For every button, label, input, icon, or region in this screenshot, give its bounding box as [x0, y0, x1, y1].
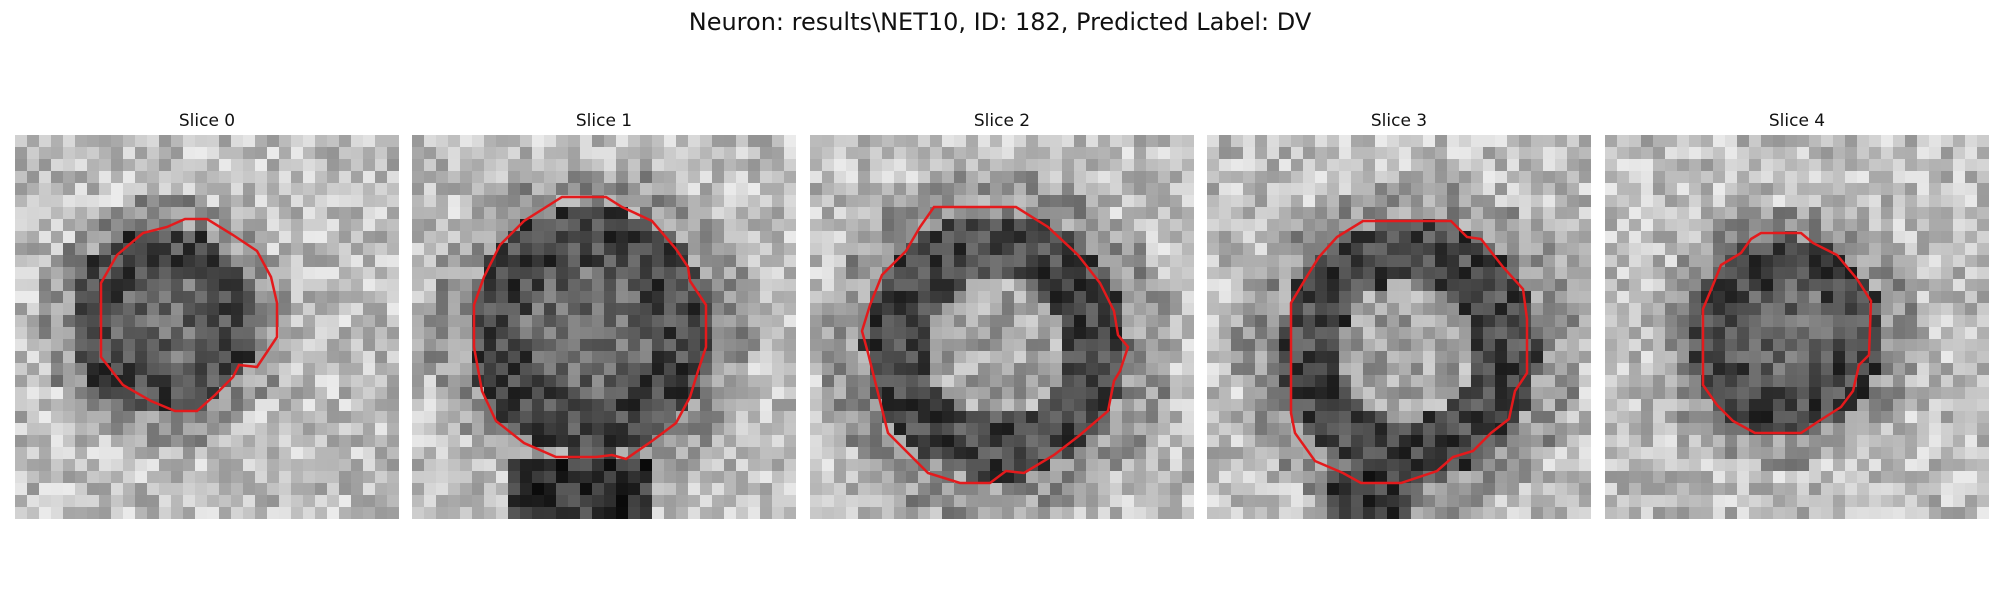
- slice-title-3: Slice 3: [1370, 111, 1428, 131]
- slice-title-1: Slice 1: [575, 111, 633, 131]
- slice-pixels-3: [1207, 135, 1591, 519]
- contour-0: [99, 217, 279, 413]
- slice-image-2: [810, 135, 1194, 519]
- contour-4: [1701, 231, 1873, 435]
- slice-panel-1: Slice 1: [412, 109, 796, 519]
- slice-panel-3: Slice 3: [1207, 109, 1591, 519]
- slice-image-0: [15, 135, 399, 519]
- contour-2: [860, 205, 1130, 485]
- contour-1: [472, 195, 708, 461]
- slice-image-1: [412, 135, 796, 519]
- slice-pixels-0: [15, 135, 399, 519]
- slice-pixels-4: [1605, 135, 1989, 519]
- contour-3: [1289, 219, 1529, 485]
- slice-panel-0: Slice 0: [15, 109, 399, 519]
- slice-pixels-2: [810, 135, 1194, 519]
- figure-title: Neuron: results\NET10, ID: 182, Predicte…: [688, 8, 1312, 36]
- slice-image-3: [1207, 135, 1591, 519]
- slice-panel-4: Slice 4: [1605, 109, 1989, 519]
- slice-pixels-1: [412, 135, 796, 519]
- slice-panel-2: Slice 2: [810, 109, 1194, 519]
- slice-image-4: [1605, 135, 1989, 519]
- slice-title-2: Slice 2: [973, 111, 1031, 131]
- slice-title-4: Slice 4: [1768, 111, 1826, 131]
- slice-title-0: Slice 0: [178, 111, 236, 131]
